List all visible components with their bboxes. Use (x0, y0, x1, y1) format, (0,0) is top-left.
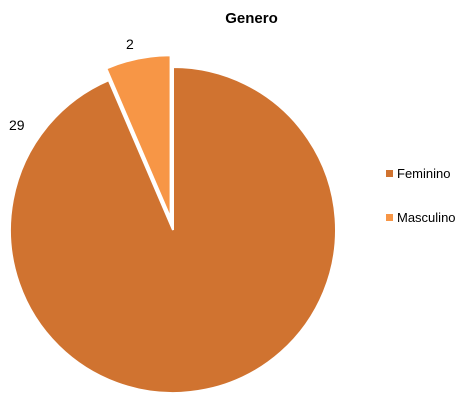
chart-title: Genero (225, 10, 278, 27)
legend-item-feminino: Feminino (386, 163, 456, 183)
legend-label-feminino: Feminino (397, 165, 451, 181)
legend-item-masculino: Masculino (386, 207, 456, 227)
legend-swatch-masculino (386, 213, 393, 221)
pie-slice-masculino (104, 54, 172, 219)
legend: Feminino Masculino (386, 163, 456, 251)
data-label-masculino: 2 (126, 36, 134, 52)
legend-swatch-feminino (386, 169, 393, 177)
pie-slice-feminino (9, 65, 337, 393)
legend-label-masculino: Masculino (397, 209, 456, 225)
data-label-feminino: 29 (9, 117, 25, 133)
